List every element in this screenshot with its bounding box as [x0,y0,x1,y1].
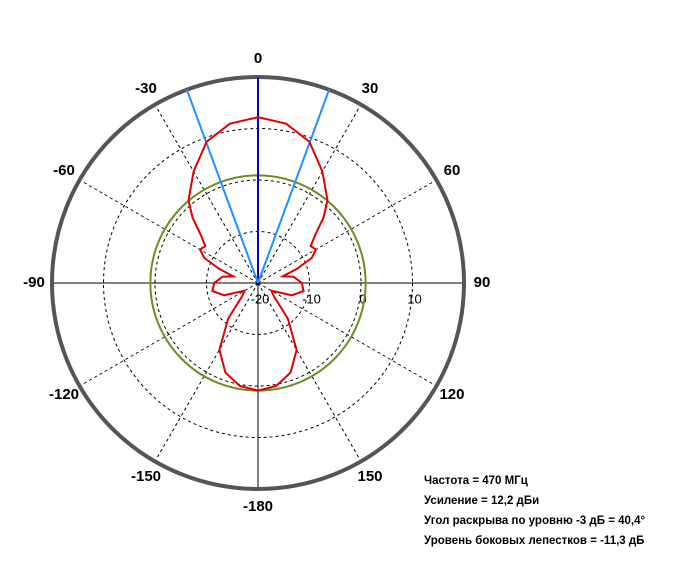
angle-label: 120 [439,386,464,403]
angle-label: 150 [357,468,382,485]
angle-label: -180 [243,498,273,515]
spoke [257,282,362,462]
spoke [79,179,259,284]
beam-line [185,89,259,284]
spoke [79,282,259,387]
angle-label: -90 [23,274,45,291]
spoke [257,282,437,387]
annotation: Угол раскрыва по уровню -3 дБ = 40,4° [424,515,645,527]
angle-label: -150 [131,468,161,485]
annotation: Уровень боковых лепестков = -11,3 дБ [424,535,644,547]
angle-label: -120 [49,386,79,403]
angle-label: -60 [53,162,75,179]
r-tick-label: 10 [407,291,421,306]
pattern-line [187,116,329,392]
beam-line [257,89,331,284]
r-tick-label: -10 [302,291,321,306]
spoke [257,104,362,284]
spoke [154,282,259,462]
grid-ring [154,179,362,387]
r-tick-label: 0 [359,291,366,306]
angle-label: 0 [254,50,262,67]
angle-label: 60 [444,162,461,179]
angle-label: -30 [135,80,157,97]
angle-label: 30 [362,80,379,97]
spoke [154,104,259,284]
r-tick-label: -20 [251,291,270,306]
angle-label: 90 [474,274,491,291]
spoke [257,179,437,284]
annotation: Усиление = 12,2 дБи [424,495,539,507]
annotation: Частота = 470 МГц [424,475,528,487]
